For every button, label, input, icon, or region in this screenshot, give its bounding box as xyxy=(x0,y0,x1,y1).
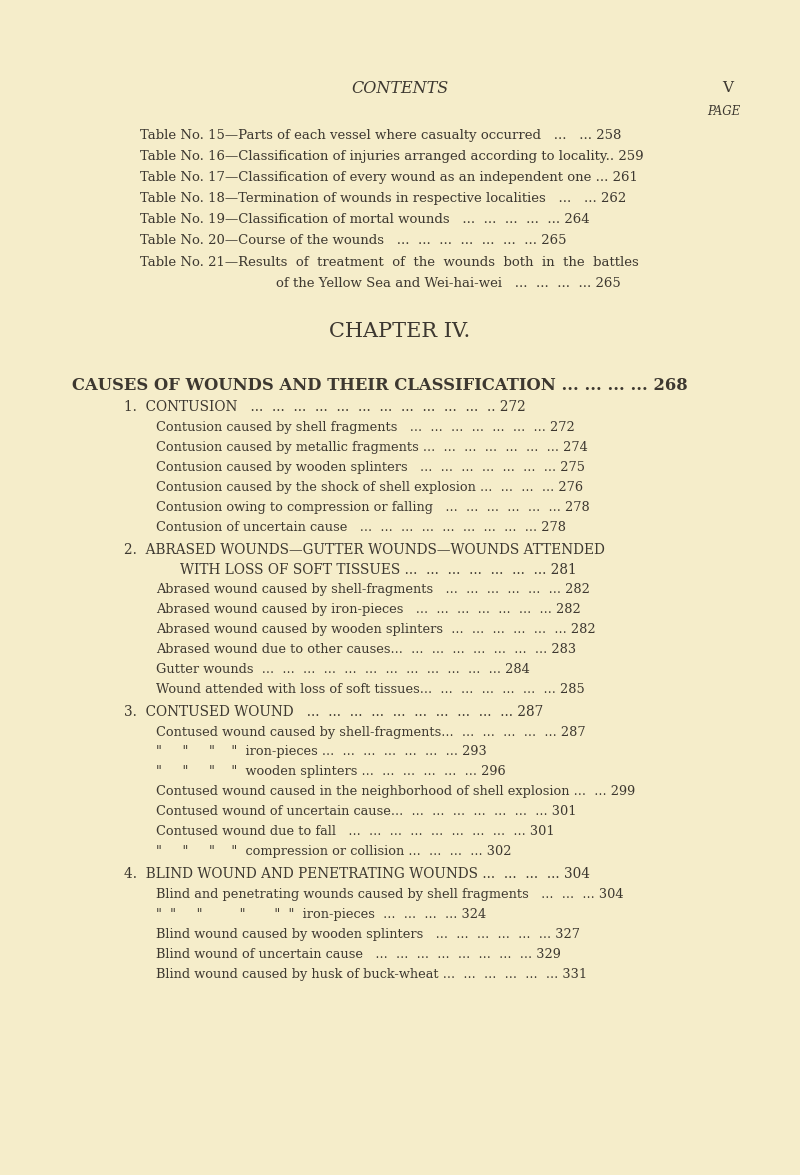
Text: 4.  BLIND WOUND AND PENETRATING WOUNDS ...  ...  ...  ... 304: 4. BLIND WOUND AND PENETRATING WOUNDS ..… xyxy=(124,867,590,881)
Text: CONTENTS: CONTENTS xyxy=(351,80,449,96)
Text: Blind wound of uncertain cause   ...  ...  ...  ...  ...  ...  ...  ... 329: Blind wound of uncertain cause ... ... .… xyxy=(156,947,561,961)
Text: Contusion caused by metallic fragments ...  ...  ...  ...  ...  ...  ... 274: Contusion caused by metallic fragments .… xyxy=(156,441,588,455)
Text: Gutter wounds  ...  ...  ...  ...  ...  ...  ...  ...  ...  ...  ...  ... 284: Gutter wounds ... ... ... ... ... ... ..… xyxy=(156,663,530,677)
Text: Contusion of uncertain cause   ...  ...  ...  ...  ...  ...  ...  ...  ... 278: Contusion of uncertain cause ... ... ...… xyxy=(156,521,566,535)
Text: Table No. 20—Course of the wounds   ...  ...  ...  ...  ...  ...  ... 265: Table No. 20—Course of the wounds ... ..… xyxy=(140,234,566,248)
Text: Contused wound caused in the neighborhood of shell explosion ...  ... 299: Contused wound caused in the neighborhoo… xyxy=(156,785,635,799)
Text: "     "     "    "  iron-pieces ...  ...  ...  ...  ...  ...  ... 293: " " " " iron-pieces ... ... ... ... ... … xyxy=(156,745,486,759)
Text: of the Yellow Sea and Wei-hai-wei   ...  ...  ...  ... 265: of the Yellow Sea and Wei-hai-wei ... ..… xyxy=(276,276,621,290)
Text: Table No. 21—Results  of  treatment  of  the  wounds  both  in  the  battles: Table No. 21—Results of treatment of the… xyxy=(140,255,638,269)
Text: Contusion caused by wooden splinters   ...  ...  ...  ...  ...  ...  ... 275: Contusion caused by wooden splinters ...… xyxy=(156,461,585,475)
Text: WITH LOSS OF SOFT TISSUES ...  ...  ...  ...  ...  ...  ... 281: WITH LOSS OF SOFT TISSUES ... ... ... ..… xyxy=(180,563,577,577)
Text: "     "     "    "  wooden splinters ...  ...  ...  ...  ...  ... 296: " " " " wooden splinters ... ... ... ...… xyxy=(156,765,506,779)
Text: "     "     "    "  compression or collision ...  ...  ...  ... 302: " " " " compression or collision ... ...… xyxy=(156,845,511,859)
Text: 1.  CONTUSION   ...  ...  ...  ...  ...  ...  ...  ...  ...  ...  ...  .. 272: 1. CONTUSION ... ... ... ... ... ... ...… xyxy=(124,400,526,414)
Text: Contused wound due to fall   ...  ...  ...  ...  ...  ...  ...  ...  ... 301: Contused wound due to fall ... ... ... .… xyxy=(156,825,554,839)
Text: Blind and penetrating wounds caused by shell fragments   ...  ...  ... 304: Blind and penetrating wounds caused by s… xyxy=(156,887,624,901)
Text: Table No. 16—Classification of injuries arranged according to locality.. 259: Table No. 16—Classification of injuries … xyxy=(140,149,644,163)
Text: Abrased wound due to other causes...  ...  ...  ...  ...  ...  ...  ... 283: Abrased wound due to other causes... ...… xyxy=(156,643,576,657)
Text: 3.  CONTUSED WOUND   ...  ...  ...  ...  ...  ...  ...  ...  ...  ... 287: 3. CONTUSED WOUND ... ... ... ... ... ..… xyxy=(124,705,543,719)
Text: 2.  ABRASED WOUNDS—GUTTER WOUNDS—WOUNDS ATTENDED: 2. ABRASED WOUNDS—GUTTER WOUNDS—WOUNDS A… xyxy=(124,543,605,557)
Text: Contusion caused by shell fragments   ...  ...  ...  ...  ...  ...  ... 272: Contusion caused by shell fragments ... … xyxy=(156,421,574,435)
Text: "  "     "         "       "  "  iron-pieces  ...  ...  ...  ... 324: " " " " " " iron-pieces ... ... ... ... … xyxy=(156,907,486,921)
Text: Contused wound of uncertain cause...  ...  ...  ...  ...  ...  ...  ... 301: Contused wound of uncertain cause... ...… xyxy=(156,805,577,819)
Text: Abrased wound caused by shell-fragments   ...  ...  ...  ...  ...  ... 282: Abrased wound caused by shell-fragments … xyxy=(156,583,590,597)
Text: V: V xyxy=(722,81,734,95)
Text: Blind wound caused by wooden splinters   ...  ...  ...  ...  ...  ... 327: Blind wound caused by wooden splinters .… xyxy=(156,927,580,941)
Text: CHAPTER IV.: CHAPTER IV. xyxy=(330,322,470,341)
Text: Abrased wound caused by iron-pieces   ...  ...  ...  ...  ...  ...  ... 282: Abrased wound caused by iron-pieces ... … xyxy=(156,603,581,617)
Text: Table No. 19—Classification of mortal wounds   ...  ...  ...  ...  ... 264: Table No. 19—Classification of mortal wo… xyxy=(140,213,590,227)
Text: PAGE: PAGE xyxy=(707,105,741,119)
Text: Wound attended with loss of soft tissues...  ...  ...  ...  ...  ...  ... 285: Wound attended with loss of soft tissues… xyxy=(156,683,585,697)
Text: Blind wound caused by husk of buck-wheat ...  ...  ...  ...  ...  ... 331: Blind wound caused by husk of buck-wheat… xyxy=(156,967,587,981)
Text: CAUSES OF WOUNDS AND THEIR CLASSIFICATION ... ... ... ... 268: CAUSES OF WOUNDS AND THEIR CLASSIFICATIO… xyxy=(72,377,688,394)
Text: Table No. 17—Classification of every wound as an independent one ... 261: Table No. 17—Classification of every wou… xyxy=(140,170,638,184)
Text: Table No. 18—Termination of wounds in respective localities   ...   ... 262: Table No. 18—Termination of wounds in re… xyxy=(140,192,626,206)
Text: Table No. 15—Parts of each vessel where casualty occurred   ...   ... 258: Table No. 15—Parts of each vessel where … xyxy=(140,128,622,142)
Text: Contusion caused by the shock of shell explosion ...  ...  ...  ... 276: Contusion caused by the shock of shell e… xyxy=(156,481,583,495)
Text: Contusion owing to compression or falling   ...  ...  ...  ...  ...  ... 278: Contusion owing to compression or fallin… xyxy=(156,501,590,515)
Text: Contused wound caused by shell-fragments...  ...  ...  ...  ...  ... 287: Contused wound caused by shell-fragments… xyxy=(156,725,586,739)
Text: Abrased wound caused by wooden splinters  ...  ...  ...  ...  ...  ... 282: Abrased wound caused by wooden splinters… xyxy=(156,623,596,637)
